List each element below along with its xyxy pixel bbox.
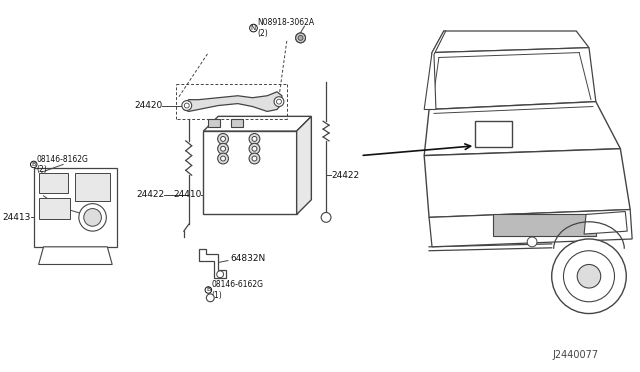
Bar (204, 131, 297, 214)
Text: 08146-8162G
(2): 08146-8162G (2) (36, 155, 88, 174)
Text: 08146-6162G
(1): 08146-6162G (1) (211, 280, 263, 300)
Polygon shape (424, 102, 620, 155)
Circle shape (249, 134, 260, 144)
Bar (475, 121, 513, 147)
Polygon shape (38, 247, 112, 264)
Polygon shape (184, 92, 282, 112)
Circle shape (276, 99, 282, 104)
Text: 24420: 24420 (134, 101, 163, 110)
Polygon shape (584, 212, 627, 234)
Circle shape (296, 33, 305, 43)
Bar (34, 169, 117, 247)
Bar (231, 119, 243, 127)
Text: 24422: 24422 (331, 171, 359, 180)
Circle shape (221, 146, 225, 151)
Circle shape (182, 101, 191, 110)
Circle shape (577, 264, 601, 288)
Polygon shape (198, 249, 226, 278)
Circle shape (563, 251, 614, 302)
Circle shape (252, 146, 257, 151)
Bar (75, 173, 110, 201)
Circle shape (252, 156, 257, 161)
Circle shape (298, 35, 303, 40)
Polygon shape (204, 116, 311, 131)
Circle shape (206, 294, 214, 302)
Text: B: B (206, 288, 211, 292)
Text: 24410: 24410 (173, 190, 202, 199)
Polygon shape (424, 149, 630, 217)
Bar (38, 173, 68, 193)
Bar (38, 198, 70, 219)
Polygon shape (429, 209, 632, 247)
Circle shape (79, 203, 106, 231)
Text: J2440077: J2440077 (553, 350, 599, 360)
Bar (493, 214, 596, 236)
Circle shape (217, 271, 223, 278)
Text: 64832N: 64832N (230, 254, 265, 263)
Circle shape (221, 156, 225, 161)
Circle shape (221, 137, 225, 141)
Text: N08918-3062A
(2): N08918-3062A (2) (257, 18, 314, 38)
Circle shape (84, 209, 101, 226)
Circle shape (527, 237, 537, 247)
Polygon shape (429, 48, 596, 109)
Bar (209, 119, 220, 127)
Circle shape (296, 33, 305, 43)
Text: N: N (251, 25, 256, 31)
Circle shape (184, 103, 189, 108)
Text: 24422: 24422 (136, 190, 164, 199)
Polygon shape (297, 116, 311, 214)
Text: 24413: 24413 (3, 213, 31, 222)
Polygon shape (432, 31, 589, 52)
Circle shape (218, 153, 228, 164)
Circle shape (249, 143, 260, 154)
Circle shape (218, 134, 228, 144)
Text: B: B (31, 162, 36, 167)
Circle shape (552, 239, 627, 314)
Circle shape (249, 153, 260, 164)
Circle shape (274, 97, 284, 106)
Polygon shape (424, 31, 445, 109)
Circle shape (321, 212, 331, 222)
Circle shape (252, 137, 257, 141)
Circle shape (218, 143, 228, 154)
